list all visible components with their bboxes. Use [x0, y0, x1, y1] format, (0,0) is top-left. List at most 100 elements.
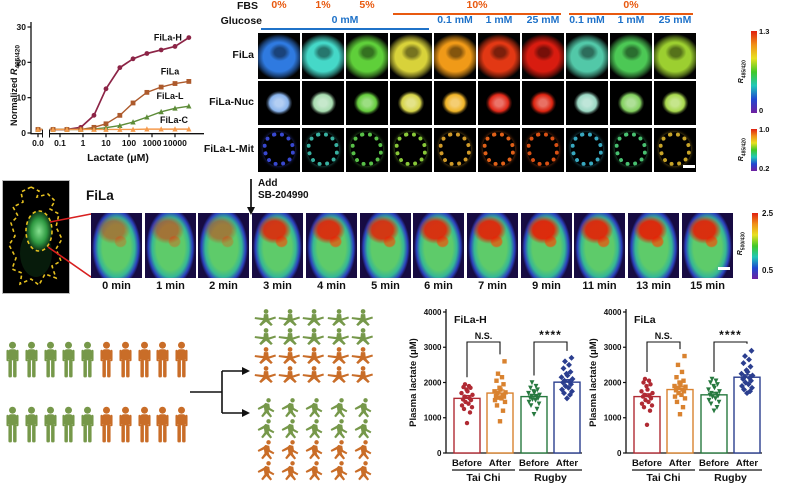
data-point — [710, 394, 715, 400]
data-point — [742, 379, 749, 386]
data-point — [186, 103, 192, 109]
timelapse-frame-0-min — [91, 213, 142, 278]
sig-label: **** — [719, 328, 742, 342]
mitochondria-network — [480, 129, 518, 170]
data-point — [117, 112, 123, 118]
micrograph-FiLa-Nuc-col10 — [654, 81, 696, 125]
person-glyph — [119, 342, 131, 378]
bar-Tai Chi-After — [666, 388, 694, 454]
time-label-5-min: 5 min — [371, 280, 400, 292]
fbs-value-10%: 10% — [466, 0, 488, 11]
data-point — [566, 361, 572, 368]
data-point — [496, 395, 501, 400]
data-point — [648, 382, 653, 387]
participant-run — [327, 461, 349, 481]
participant-run — [351, 419, 373, 439]
time-label-1-min: 1 min — [156, 280, 185, 292]
data-point — [526, 390, 531, 396]
participant-standing — [79, 394, 96, 456]
participant-standing — [23, 394, 40, 456]
person-glyph — [282, 440, 299, 459]
person-glyph — [258, 440, 275, 459]
bar-Rugby-Before — [520, 395, 548, 454]
participant-taichi — [302, 366, 324, 384]
data-point — [530, 397, 535, 403]
sig-bracket — [466, 341, 501, 378]
y-axis-title: Plasma lactate (μM) — [588, 338, 599, 427]
person-glyph — [255, 347, 276, 364]
series-label-FiLa-L: FiLa-L — [157, 91, 184, 101]
data-point — [459, 403, 465, 408]
colorbar-fila-label: R485/420 — [737, 60, 748, 84]
participant-run — [254, 419, 276, 439]
glucose-value-1 mM: 1 mM — [617, 14, 645, 26]
data-point — [492, 397, 498, 403]
person-glyph — [138, 407, 150, 443]
data-point — [144, 114, 150, 120]
data-point — [709, 390, 714, 396]
fork-top-arrowhead — [242, 367, 250, 375]
time-label-11-min: 11 min — [582, 280, 617, 292]
data-point — [503, 390, 508, 395]
data-point — [130, 126, 136, 132]
colorbar-fila — [751, 31, 757, 113]
timelapse-frame-6-min — [413, 213, 464, 278]
data-point — [713, 396, 718, 402]
data-point — [502, 399, 508, 405]
person-glyph — [303, 347, 324, 364]
data-point — [644, 383, 649, 389]
mitochondria-network — [524, 129, 562, 170]
data-point — [497, 385, 502, 390]
data-point — [706, 397, 712, 403]
participant-run — [302, 440, 324, 460]
participant-taichi — [351, 309, 373, 327]
data-point — [470, 392, 475, 398]
person-glyph — [327, 347, 348, 364]
data-point — [569, 388, 575, 395]
data-point — [500, 408, 506, 413]
bar-Rugby-After — [553, 381, 581, 454]
data-point — [742, 353, 748, 360]
micrograph-FiLa-L-Mit-col4 — [390, 128, 432, 172]
micrograph-FiLa-L-Mit-col9 — [610, 128, 652, 172]
data-point — [117, 126, 123, 132]
y-tick-label: 0 — [21, 128, 26, 138]
data-point — [467, 395, 472, 401]
person-glyph — [138, 342, 150, 378]
colorbar-fila-min: 0 — [759, 106, 764, 115]
micrograph-FiLa-Nuc-col8 — [566, 81, 608, 125]
timelapse-colorbar-min: 0.5 — [762, 266, 774, 275]
micrograph-FiLa-Nuc-col9 — [610, 81, 652, 125]
data-point — [526, 399, 532, 405]
data-point — [533, 383, 539, 389]
y-tick-label: 3000 — [424, 343, 442, 352]
data-point — [715, 382, 720, 387]
person-glyph — [279, 347, 300, 364]
data-point — [172, 44, 178, 49]
participant-standing — [117, 329, 134, 391]
y-tick-label: 0 — [437, 449, 442, 458]
participant-taichi — [327, 366, 349, 384]
micrograph-FiLa-col8 — [566, 33, 608, 79]
person-glyph — [44, 407, 56, 443]
participant-run — [327, 398, 349, 418]
participant-taichi — [278, 366, 300, 384]
x-label-After: After — [556, 458, 578, 469]
glucose-value-0 mM: 0 mM — [331, 14, 359, 26]
person-glyph — [351, 328, 372, 345]
data-point — [673, 388, 679, 393]
data-point — [645, 387, 650, 392]
y-tick-label: 10 — [17, 93, 27, 103]
data-point — [464, 420, 470, 426]
data-point — [562, 358, 568, 365]
data-point — [144, 126, 150, 132]
timelapse-colorbar-max: 2.5 — [762, 209, 774, 218]
panel-b-microscopy-grid: FBS Glucose 0% 1% 5% 10% 0% 0 mM 0.1 mM 1 mM 25 … — [0, 0, 798, 177]
panel-c-timelapse: FiLa Add SB-204990 0 min 1 min 2 min 3 min 4… — [0, 175, 798, 305]
y-tick-label: 0 — [617, 449, 622, 458]
data-point — [568, 354, 575, 361]
person-glyph — [25, 342, 37, 378]
data-point — [533, 397, 538, 403]
participant-run — [254, 398, 276, 418]
data-point — [469, 404, 475, 410]
